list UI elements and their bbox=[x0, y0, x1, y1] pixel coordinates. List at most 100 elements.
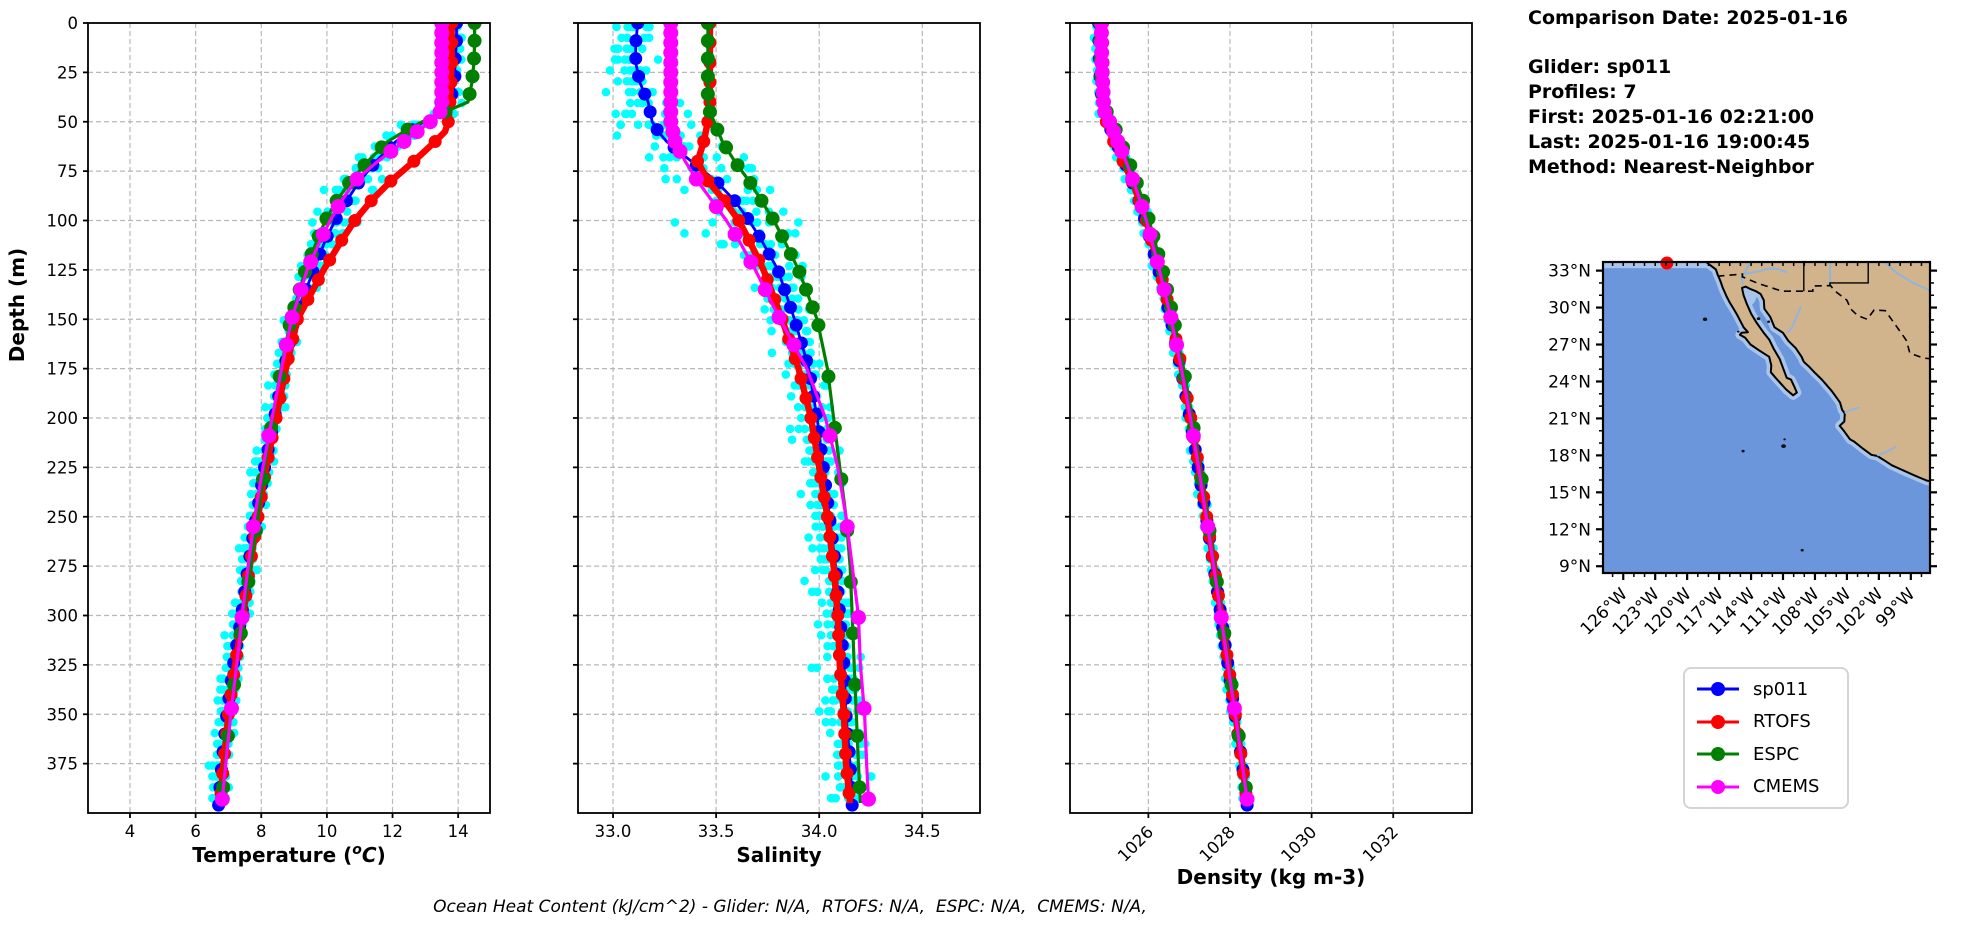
marker-RTOFS bbox=[839, 747, 853, 761]
marker-ESPC bbox=[848, 677, 863, 692]
legend: sp011 RTOFS ESPC CMEMS bbox=[1683, 667, 1849, 809]
marker-CMEMS bbox=[1226, 700, 1242, 716]
series-sp011 bbox=[212, 23, 464, 812]
y-tick-label: 250 bbox=[47, 508, 79, 527]
marker-RTOFS bbox=[825, 549, 839, 563]
marker-CMEMS bbox=[1200, 519, 1216, 535]
river bbox=[1740, 262, 1751, 285]
marker-sp011 bbox=[772, 265, 786, 279]
legend-item-ESPC: ESPC bbox=[1695, 744, 1837, 765]
x-ticks: 4 6 8 10 12 14 bbox=[125, 813, 469, 841]
y-tick-label: 125 bbox=[47, 261, 79, 280]
y-tick-label: 75 bbox=[57, 162, 78, 181]
marker-RTOFS bbox=[407, 154, 421, 168]
marker-CMEMS bbox=[860, 791, 876, 807]
profile-plots: 4 6 8 10 12 14 0 25 50 75 100 125 150 175 200 225 250 275… bbox=[5, 14, 1473, 889]
marker-ESPC bbox=[700, 33, 715, 48]
x-tick-label: 12 bbox=[382, 822, 403, 841]
interp-method: Method: Nearest-Neighbor bbox=[1528, 156, 1814, 178]
y-tick-label: 225 bbox=[47, 458, 79, 477]
marker-RTOFS bbox=[701, 174, 715, 188]
marker-RTOFS bbox=[804, 411, 818, 425]
info-spacer bbox=[1528, 31, 1848, 55]
grid bbox=[88, 23, 490, 813]
marker-RTOFS bbox=[838, 727, 852, 741]
marker-RTOFS bbox=[384, 174, 398, 188]
marker-CMEMS bbox=[349, 171, 365, 187]
marker-RTOFS bbox=[817, 490, 831, 504]
y-ticks: 0 25 50 75 100 125 150 175 200 225 250 275 300 325 350… bbox=[47, 14, 88, 774]
legend-line-icon bbox=[1697, 747, 1739, 762]
info-panel: Comparison Date: 2025-01-16 Glider: sp01… bbox=[1528, 6, 1848, 180]
marker-ESPC bbox=[462, 87, 477, 102]
series-ESPC bbox=[700, 23, 867, 804]
marker-CMEMS bbox=[708, 199, 724, 215]
x-tick-label: 4 bbox=[125, 822, 136, 841]
marker-CMEMS bbox=[234, 609, 250, 625]
island bbox=[1736, 330, 1740, 333]
map-canvas bbox=[1603, 262, 1930, 573]
legend-label: ESPC bbox=[1753, 743, 1800, 765]
marker-sp011 bbox=[631, 23, 645, 30]
marker-ESPC bbox=[792, 264, 807, 279]
temperature-profile-panel: 4 6 8 10 12 14 0 25 50 75 100 125 150 175 200 225 250 275… bbox=[5, 14, 491, 867]
marker-RTOFS bbox=[348, 214, 362, 227]
marker-sp011 bbox=[643, 105, 657, 119]
x-tick-label: 14 bbox=[448, 822, 469, 841]
marker-RTOFS bbox=[732, 214, 746, 227]
legend-label: RTOFS bbox=[1753, 711, 1811, 733]
marker-RTOFS bbox=[807, 431, 821, 445]
y-tick-label: 175 bbox=[47, 360, 79, 379]
marker-sp011 bbox=[650, 123, 664, 137]
marker-CMEMS bbox=[409, 124, 425, 140]
series-CMEMS bbox=[214, 23, 450, 807]
density-profile-xlabel: Density (kg m-3) bbox=[1177, 865, 1366, 889]
marker-CMEMS bbox=[1156, 282, 1172, 298]
marker-CMEMS bbox=[432, 104, 448, 120]
marker-RTOFS bbox=[428, 135, 442, 148]
river bbox=[1883, 262, 1930, 292]
map-ticks bbox=[1596, 262, 1937, 580]
map-lat-label: 9°N bbox=[1559, 557, 1591, 577]
marker-RTOFS bbox=[834, 668, 848, 682]
x-ticks: 1026 1028 1030 1032 bbox=[1114, 813, 1402, 866]
legend-item-RTOFS: RTOFS bbox=[1695, 711, 1837, 732]
ocean-heat-content-note: Ocean Heat Content (kJ/cm^2) - Glider: N… bbox=[433, 897, 1147, 917]
marker-CMEMS bbox=[278, 337, 294, 353]
marker-ESPC bbox=[465, 69, 480, 84]
marker-CMEMS bbox=[303, 254, 319, 270]
marker-RTOFS bbox=[335, 233, 349, 247]
map-lat-label: 18°N bbox=[1548, 446, 1591, 466]
marker-sp011 bbox=[728, 194, 742, 208]
x-tick-label: 1028 bbox=[1196, 822, 1239, 865]
marker-CMEMS bbox=[757, 282, 773, 298]
y-ticks bbox=[573, 22, 578, 765]
marker-RTOFS bbox=[311, 273, 325, 287]
marker-ESPC bbox=[852, 780, 867, 795]
marker-CMEMS bbox=[743, 254, 759, 270]
marker-CMEMS bbox=[1163, 309, 1179, 325]
legend-line-icon bbox=[1697, 714, 1739, 729]
marker-CMEMS bbox=[850, 609, 866, 625]
marker-ESPC bbox=[719, 140, 734, 155]
island bbox=[1767, 320, 1771, 323]
y-tick-label: 50 bbox=[57, 113, 78, 132]
marker-sp011 bbox=[762, 247, 776, 261]
map-lat-label: 21°N bbox=[1548, 409, 1591, 429]
grid bbox=[578, 23, 980, 813]
marker-ESPC bbox=[754, 193, 769, 208]
marker-CMEMS bbox=[1239, 791, 1255, 807]
marker-RTOFS bbox=[820, 510, 834, 524]
x-tick-label: 34.5 bbox=[904, 822, 941, 841]
marker-CMEMS bbox=[284, 309, 300, 325]
y-tick-label: 375 bbox=[47, 755, 79, 774]
x-tick-label: 1026 bbox=[1114, 822, 1157, 865]
marker-ESPC bbox=[702, 104, 717, 119]
marker-CMEMS bbox=[1185, 428, 1201, 444]
marker-RTOFS bbox=[840, 767, 854, 780]
marker-sp011 bbox=[632, 69, 646, 83]
marker-sp011 bbox=[629, 34, 643, 48]
marker-CMEMS bbox=[1134, 199, 1150, 215]
